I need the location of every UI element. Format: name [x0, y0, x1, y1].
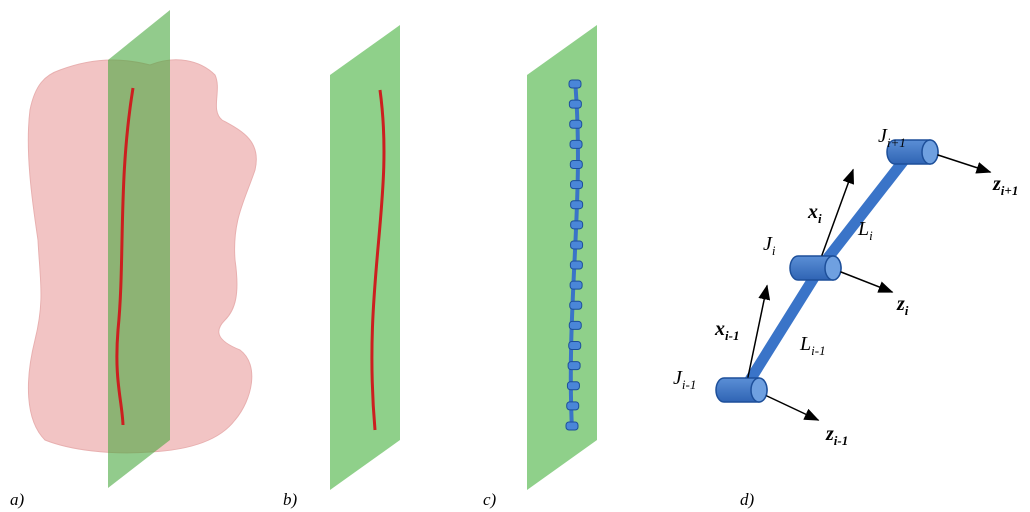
joint	[567, 402, 579, 410]
label-sub: i	[818, 211, 822, 226]
panel-label: d)	[740, 490, 755, 509]
joint	[571, 241, 583, 249]
label: xi	[807, 201, 822, 226]
joint	[570, 120, 582, 128]
panel-label: b)	[283, 490, 298, 509]
label-sub: i	[905, 303, 909, 318]
joint	[570, 301, 582, 309]
label: Ji+1	[878, 125, 906, 150]
label-sub: i-1	[811, 343, 825, 358]
joint	[571, 181, 583, 189]
plane	[108, 10, 170, 488]
joint	[570, 261, 582, 269]
label-base: x	[714, 318, 725, 340]
figure: Ji+1zi+1xiLiJizixi-1Li-1Ji-1zi-1 a) b) c…	[0, 0, 1030, 512]
panel-label: c)	[483, 490, 497, 509]
label: Ji	[763, 233, 776, 258]
joint	[571, 201, 583, 209]
label: Li	[857, 218, 873, 243]
label-sub: i	[772, 243, 776, 258]
label-sub: i+1	[1001, 183, 1019, 198]
plane	[330, 25, 400, 490]
label-sub: i-1	[725, 328, 739, 343]
label-base: z	[825, 423, 834, 445]
label: zi-1	[825, 423, 848, 448]
joint	[568, 362, 580, 370]
joint	[569, 100, 581, 108]
label-sub: i+1	[887, 135, 906, 150]
label: zi+1	[992, 173, 1018, 198]
joint	[570, 160, 582, 168]
joint	[569, 342, 581, 350]
label-sub: i-1	[682, 377, 696, 392]
label-base: L	[857, 218, 869, 240]
label: zi	[896, 293, 909, 318]
joint	[566, 422, 578, 430]
label-sub: i-1	[834, 433, 848, 448]
panel-label: a)	[10, 490, 25, 509]
joint	[571, 221, 583, 229]
joint	[569, 321, 581, 329]
joint	[567, 382, 579, 390]
label-sub: i	[869, 228, 873, 243]
joint	[570, 140, 582, 148]
label: xi-1	[714, 318, 739, 343]
label: Li-1	[799, 333, 826, 358]
joint	[569, 80, 581, 88]
label-base: z	[992, 173, 1001, 195]
label: Ji-1	[673, 367, 696, 392]
kinematic-model	[716, 140, 990, 420]
label-base: L	[799, 333, 811, 355]
label-base: x	[807, 201, 818, 223]
label-base: z	[896, 293, 905, 315]
plane	[527, 25, 597, 490]
joint	[570, 281, 582, 289]
